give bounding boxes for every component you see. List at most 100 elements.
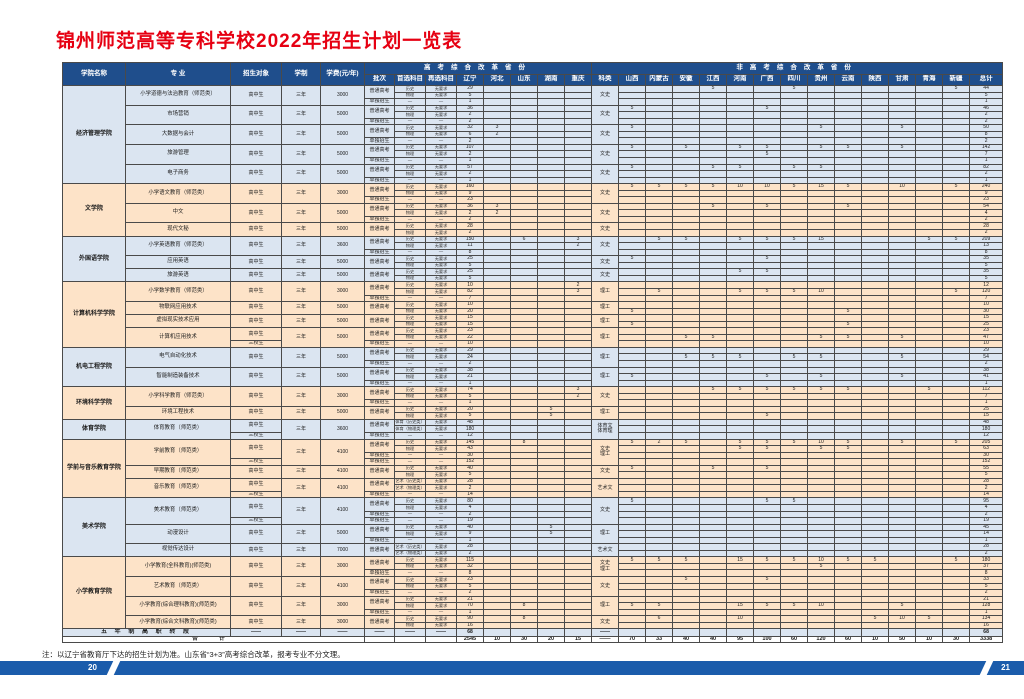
plan-value-cell — [564, 209, 592, 217]
kelei-cell: 文史 — [591, 268, 619, 283]
duration-cell: 三年 — [281, 405, 321, 420]
target-cell: 高中生 — [230, 386, 282, 407]
target-cell: 高中生 — [230, 576, 282, 597]
group-header-reform: 高考综合改革省份 — [364, 62, 592, 75]
major-subrow: 单独招生 — —1 1 — [63, 536, 1004, 545]
other-column-header-1: 内蒙古 — [645, 73, 673, 86]
batch-cell: 普通高考 — [364, 615, 395, 630]
major-name-cell: 电气自动化技术 — [125, 346, 231, 368]
target-cell: 高中生 — [230, 143, 282, 165]
duration-cell: 三年 — [281, 556, 321, 578]
kelei-cell: 体育文 体育理 — [591, 418, 619, 440]
fee-cell: 5000 — [320, 124, 365, 145]
enrollment-table-container: 学院名称专 业招生对象 学制 学费(元/年) 高考综合改革省份 非高考综合改革省份 批次首… — [62, 62, 1004, 644]
college-name-cell: 环境科学学院 — [62, 386, 126, 420]
base-column-header-1: 专 业 — [125, 62, 231, 86]
duration-cell: 三年 — [281, 183, 321, 204]
kelei-cell: —— — [591, 635, 619, 644]
major-name-cell: 中文 — [125, 202, 231, 224]
fee-cell: 3000 — [320, 556, 365, 578]
reform-column-header-3: 辽宁 — [456, 73, 484, 86]
batch-cell: 普通高考 — [364, 386, 395, 401]
target-cell: 高中生 — [230, 268, 282, 283]
duration-cell: 三年 — [281, 595, 321, 617]
kelei-column-header: 科类 — [591, 73, 619, 86]
other-column-header-9: 陕西 — [861, 73, 889, 86]
target-cell: 高中生 — [230, 202, 282, 224]
kelei-cell: 文史 — [591, 163, 619, 185]
batch-cell: 普通高考 — [364, 281, 395, 296]
major-name-cell: 小学英语教育（师范类） — [125, 235, 231, 257]
other-column-header-5: 广西 — [753, 73, 781, 86]
college-name-cell: 小学教育学院 — [62, 556, 126, 630]
total-value-cell: 10 — [915, 635, 943, 644]
duration-cell: 三年 — [281, 418, 321, 440]
target-cell: 高中生 — [230, 85, 282, 106]
college-name-cell: 计算机科学学院 — [62, 281, 126, 348]
target-cell: 高中生 — [230, 497, 282, 519]
major-name-cell: 学前教育（师范类） — [125, 438, 231, 466]
fee-cell: 5000 — [320, 314, 365, 329]
reform-column-header-2: 再选科目 — [425, 73, 457, 86]
college-name-cell: 机电工程学院 — [62, 346, 126, 388]
batch-cell: 普通高考 — [364, 222, 395, 237]
major-name-cell: 虚拟现实技术应用 — [125, 314, 231, 329]
plan-value-cell: 9 — [968, 189, 1004, 198]
major-subrow: 物理 无要求 70 8 5 5 15 5 5 10 5 128 — [63, 602, 1004, 610]
kelei-cell: 艺术文 — [591, 477, 619, 499]
major-subrow: 机电工程学院 电气自动化技术 高中生 三年 5000 普通高考 历史 无要求 29 理工 29 — [62, 346, 1004, 388]
major-subrow: 单独招生 — —2 2 — [63, 510, 1004, 519]
kelei-cell: 文史 — [591, 85, 619, 106]
major-subrow: 物理 无要求 15 5 5 25 — [63, 320, 1004, 329]
plan-value-cell: 82 — [968, 163, 1004, 172]
page-number-left: 20 — [88, 663, 97, 672]
plan-value-cell: 23 — [968, 196, 1004, 204]
batch-cell: 普通高考 — [364, 497, 395, 512]
duration-cell: 三年 — [281, 124, 321, 145]
plan-value-cell — [915, 628, 943, 637]
major-name-cell: 应用英语 — [125, 255, 231, 270]
other-column-header-10: 甘肃 — [888, 73, 916, 86]
table-head: 学院名称专 业招生对象 学制 学费(元/年) 高考综合改革省份 非高考综合改革省份 批次首… — [62, 62, 1004, 86]
major-subrow: 物理 无要求 24 5 5 5 5 5 5 54 — [63, 353, 1004, 361]
fee-cell: 3600 — [320, 418, 365, 440]
major-name-cell: 小学教育(综合文科教育)(师范类) — [125, 615, 231, 630]
batch-cell: 普通高考 — [364, 327, 395, 342]
batch-cell: 普通高考 — [364, 124, 395, 139]
major-subrow: 虚拟现实技术应用 高中生 三年 5000 普通高考 历史 无要求 15 理工 15 — [63, 314, 1004, 329]
target-cell: 高中生 — [230, 477, 282, 492]
kelei-cell: 理工 — [591, 314, 619, 329]
major-subrow: 外国语学院 小学英语教育（师范类） 高中生 三年 3600 普通高考 历史 无要求 150 6 3 文… — [62, 235, 1004, 283]
kelei-cell: 文史 — [591, 183, 619, 204]
dash-cell: —— — [394, 628, 426, 637]
other-column-header-8: 云南 — [834, 73, 862, 86]
major-subrow: 艺术教育（师范类） 高中生 三年 4100 普通高考 历史 无要求 23 文史 5 5 33 — [63, 576, 1004, 597]
college-name-cell: 美术学院 — [62, 497, 126, 558]
footer-slash-left-icon — [105, 659, 122, 677]
target-cell: 高中生 — [230, 615, 282, 630]
major-subrow: 大数据与会计 高中生 三年 5000 普通高考 历史 无要求 32 3 文史 5 5 5 50 — [63, 124, 1004, 145]
fee-cell: 5000 — [320, 327, 365, 348]
duration-cell: 三年 — [281, 255, 321, 270]
plan-value-cell: 50 — [968, 124, 1004, 132]
total-value-cell: 2545 — [456, 635, 484, 644]
target-cell: 高中生 — [230, 163, 282, 185]
fee-cell: 5000 — [320, 143, 365, 165]
batch-cell: 普通高考 — [364, 268, 395, 283]
base-column-header-2: 招生对象 — [230, 62, 282, 86]
target-cell: 高中生 — [230, 366, 282, 388]
plan-value-cell — [942, 628, 970, 637]
target-cell: 高中生 — [230, 438, 282, 460]
major-name-cell: 旅游管理 — [125, 143, 231, 165]
plan-value-cell: 7 — [968, 150, 1004, 158]
duration-cell: 三年 — [281, 477, 321, 499]
major-subrow: 物理 无要求 2 5 7 — [63, 150, 1004, 158]
reform-column-header-5: 山东 — [510, 73, 538, 86]
total-value-cell: 120 — [807, 635, 835, 644]
duration-cell: 三年 — [281, 346, 321, 368]
plan-value-cell — [564, 215, 592, 224]
college-name-cell: 文学院 — [62, 183, 126, 237]
batch-cell: 普通高考 — [364, 523, 395, 538]
fee-cell: 4100 — [320, 464, 365, 479]
duration-cell: 三年 — [281, 222, 321, 237]
